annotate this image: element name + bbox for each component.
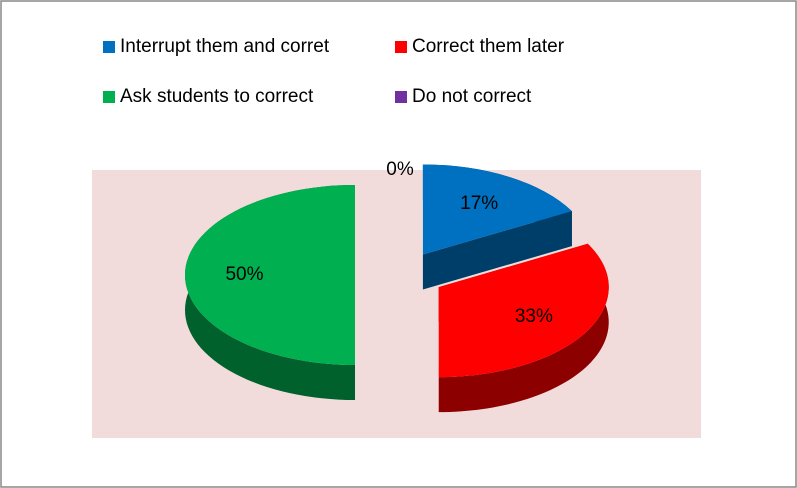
pie-slice — [422, 164, 572, 255]
data-label: 17% — [460, 193, 498, 214]
legend-swatch — [395, 41, 407, 53]
data-label: 0% — [386, 159, 414, 180]
legend-swatch — [103, 91, 115, 103]
legend-label: Correct them later — [412, 36, 565, 57]
data-label: 33% — [515, 306, 553, 327]
legend-label: Interrupt them and corret — [120, 36, 330, 57]
pie-slice — [185, 185, 355, 365]
legend-label: Ask students to correct — [120, 86, 314, 107]
pie-tops — [185, 164, 609, 378]
pie-slice — [438, 243, 609, 378]
legend-swatch — [395, 91, 407, 103]
legend-swatch — [103, 41, 115, 53]
slice-side — [422, 211, 572, 290]
plot-area — [92, 170, 701, 438]
data-label: 50% — [225, 264, 263, 285]
legend-label: Do not correct — [412, 86, 532, 107]
slice-wall — [438, 243, 609, 413]
